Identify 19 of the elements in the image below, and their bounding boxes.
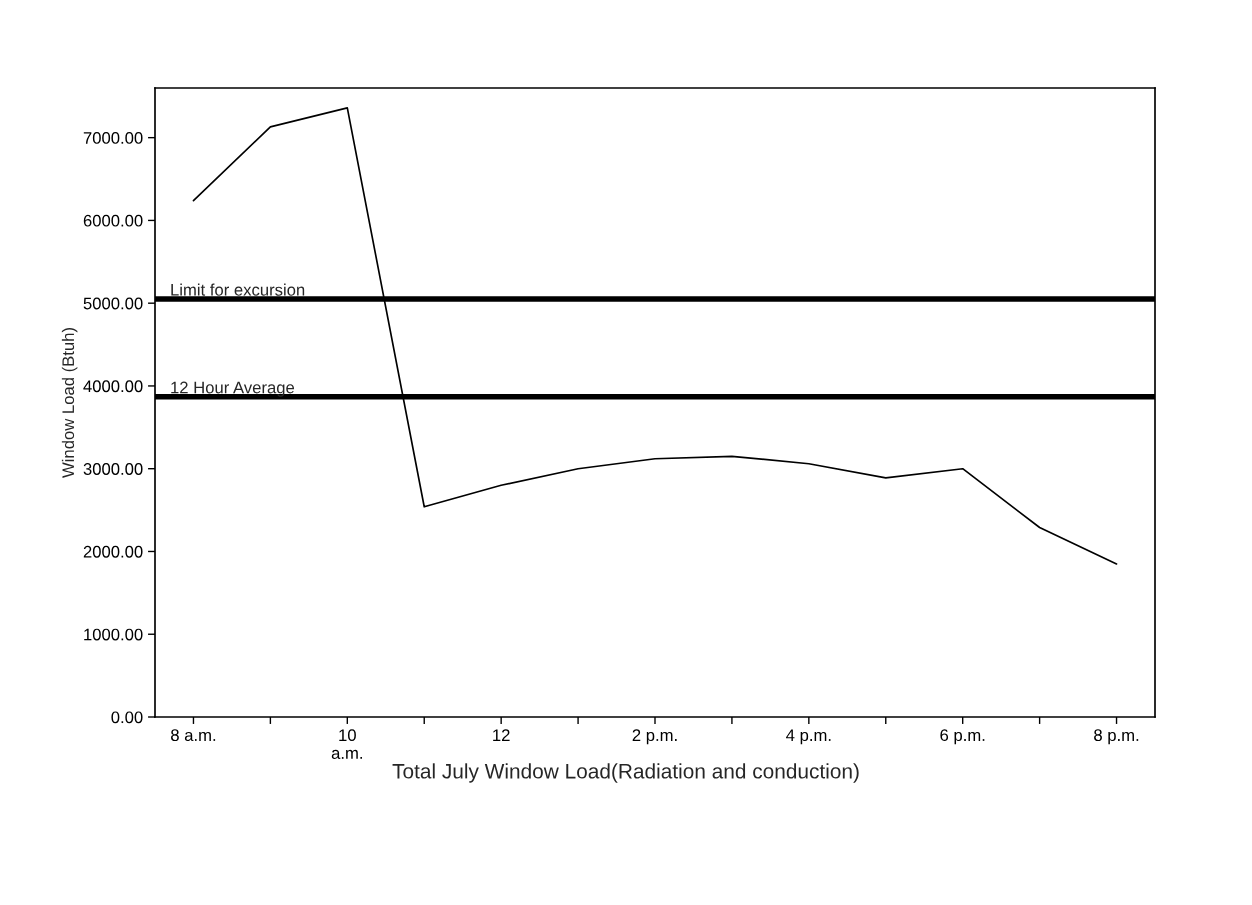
x-tick-label: 6 p.m. (940, 729, 985, 745)
y-tick-label: 2000.00 (83, 545, 143, 558)
y-tick-label: 1000.00 (84, 628, 143, 641)
y-tick-label: 6000.00 (83, 214, 143, 227)
y-axis-title: Window Load (Btuh) (61, 328, 78, 478)
x-tick-label: 8 a.m. (171, 729, 216, 742)
x-tick-label: 8 p.m. (1094, 729, 1139, 745)
y-tick-label: 7000.00 (83, 132, 143, 144)
y-tick-label: 5000.00 (83, 297, 143, 310)
ref-line-label: Limit for excursion (171, 283, 305, 296)
ref-line-label: 12 Hour Average (171, 381, 295, 397)
x-tick-label: 2 p.m. (632, 729, 677, 745)
y-tick-label: 3000.00 (83, 463, 143, 475)
text: Total July Window Load(Radiation and conduction) (392, 763, 859, 783)
y-tick-label: 0.00 (111, 711, 143, 724)
y-tick-label: 4000.00 (83, 380, 143, 393)
x-tick-label: 4 p.m. (786, 729, 831, 745)
x-tick-label: 12 (493, 729, 510, 741)
x-tick-label: 10 a.m. (331, 729, 362, 759)
